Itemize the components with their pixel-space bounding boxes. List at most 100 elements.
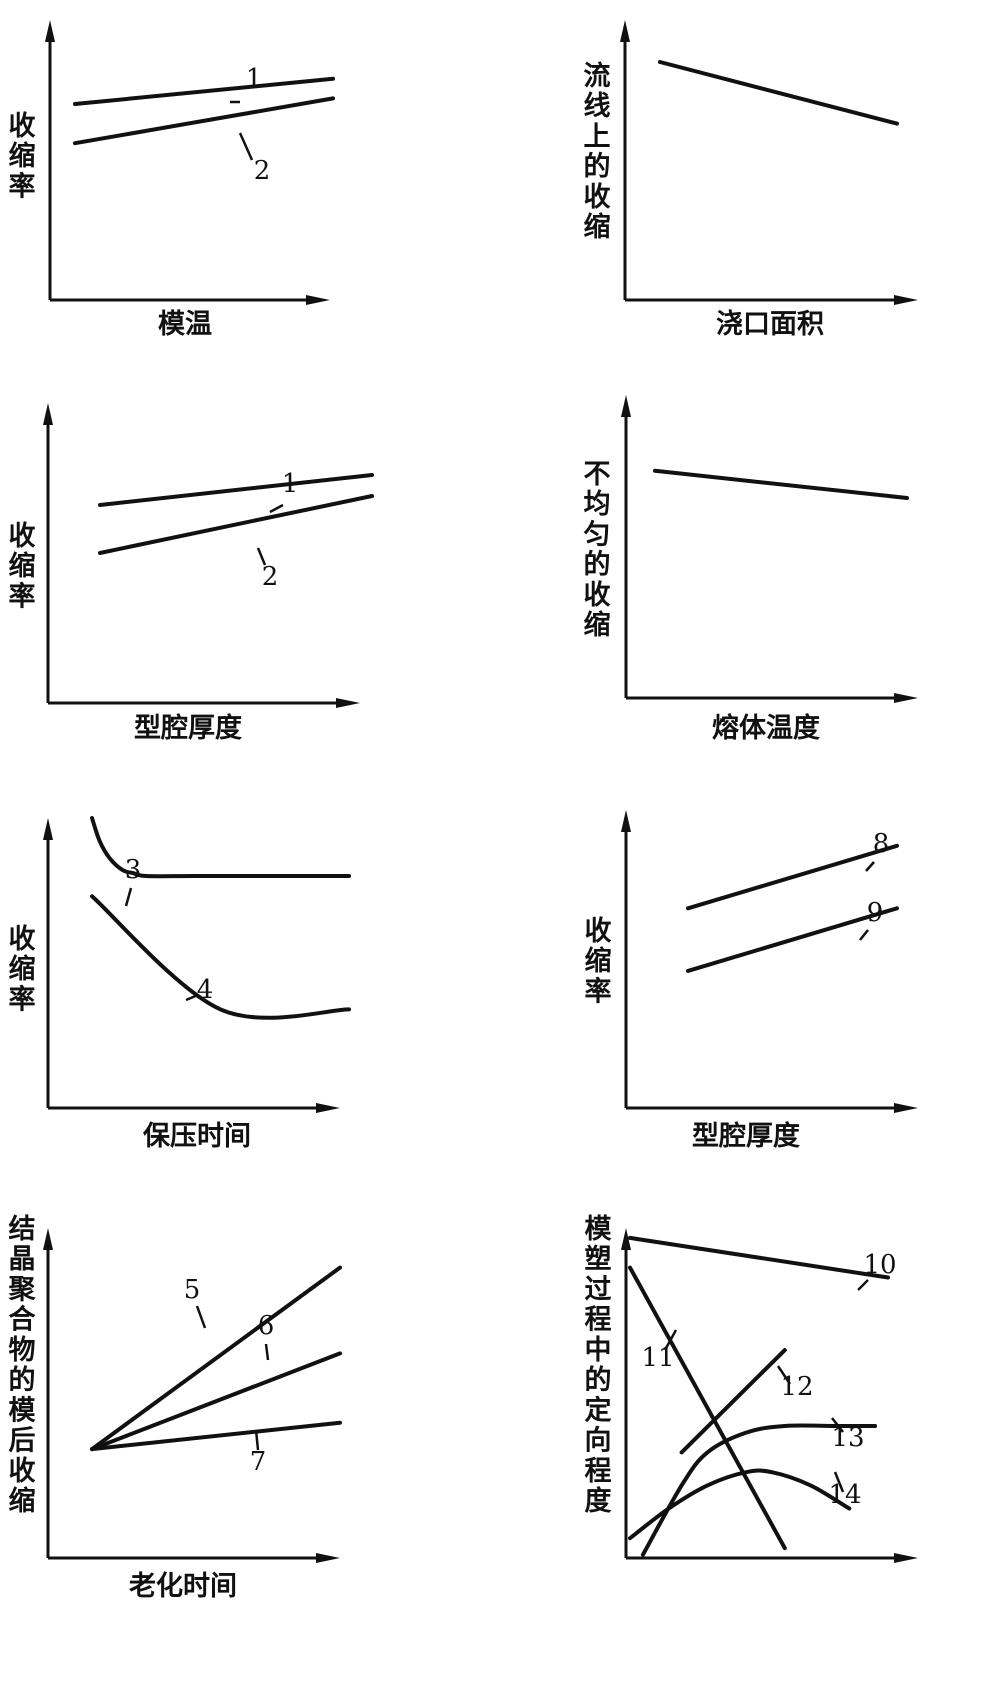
y-axis-label: 模塑过程中的定向程度 xyxy=(585,1214,612,1517)
series-line-2 xyxy=(73,96,335,146)
series-leader-line xyxy=(238,132,254,161)
y-axis-arrow-icon xyxy=(621,395,631,417)
y-axis-label-char: 缩 xyxy=(584,609,611,641)
y-axis-label-char: 程 xyxy=(585,1456,612,1487)
y-axis-arrow-icon xyxy=(43,818,53,840)
x-axis-arrow-icon xyxy=(306,295,330,305)
y-axis-label-char: 收 xyxy=(584,182,611,213)
y-axis-label-char: 的 xyxy=(584,151,611,183)
x-axis-label: 模温 xyxy=(158,309,212,340)
y-axis-label-char: 均 xyxy=(584,489,611,520)
x-axis-label: 型腔厚度 xyxy=(134,712,242,744)
series-label: 5 xyxy=(184,1275,201,1305)
y-axis-arrow-icon xyxy=(45,20,55,42)
x-axis-arrow-icon xyxy=(894,1553,918,1563)
series-label: 9 xyxy=(867,898,884,928)
series-line-14 xyxy=(628,1468,852,1541)
y-axis-arrow-icon xyxy=(43,403,53,425)
y-axis-label-char: 缩 xyxy=(9,140,36,172)
series-label: 2 xyxy=(262,562,279,592)
y-axis-label-char: 模 xyxy=(9,1395,36,1426)
y-axis-label-char: 中 xyxy=(585,1335,612,1366)
x-axis-arrow-icon xyxy=(336,698,360,708)
series-leader-line xyxy=(256,547,267,566)
series-line-5 xyxy=(90,1265,342,1452)
series-line-11 xyxy=(628,1265,787,1551)
y-axis-label-char: 的 xyxy=(584,549,611,581)
y-axis-label-char: 合 xyxy=(9,1304,36,1336)
series-leader-line xyxy=(254,1429,260,1451)
y-axis-label-char: 缩 xyxy=(584,211,611,243)
series-line-4 xyxy=(90,894,351,1020)
x-axis-label: 型腔厚度 xyxy=(692,1120,800,1152)
y-axis-label-char: 的 xyxy=(9,1364,36,1396)
series-label: 1 xyxy=(246,64,263,94)
y-axis-label-char: 上 xyxy=(584,121,611,152)
series-line-1 xyxy=(653,468,909,500)
chart-panel-5: 保压时间 收缩率 3 4 xyxy=(9,816,351,1152)
series-label: 1 xyxy=(282,469,299,499)
y-axis-label-char: 收 xyxy=(9,1456,36,1487)
series-line-12 xyxy=(679,1348,787,1455)
y-axis-label-char: 缩 xyxy=(9,953,36,985)
series-line-10 xyxy=(628,1235,890,1280)
series-line-8 xyxy=(686,843,899,911)
series-label: 3 xyxy=(125,855,142,885)
x-axis-arrow-icon xyxy=(316,1103,340,1113)
series-leader-line xyxy=(857,1279,869,1291)
y-axis-label-char: 收 xyxy=(584,580,611,611)
series-label: 14 xyxy=(828,1480,861,1510)
series-label: 2 xyxy=(254,156,271,186)
series-line-6 xyxy=(90,1351,342,1452)
series-label: 13 xyxy=(831,1423,864,1453)
series-leader-line xyxy=(663,1329,678,1351)
series-line-3 xyxy=(90,816,351,879)
series-leader-line xyxy=(831,1417,844,1433)
x-axis-label: 老化时间 xyxy=(129,1571,237,1602)
series-leader-line xyxy=(269,503,284,514)
y-axis-label-char: 过 xyxy=(585,1274,612,1305)
y-axis-label-char: 收 xyxy=(9,521,36,552)
y-axis-label-char: 塑 xyxy=(585,1244,612,1275)
y-axis-label-char: 物 xyxy=(9,1335,36,1366)
y-axis-label-char: 的 xyxy=(585,1364,612,1396)
series-label: 7 xyxy=(250,1447,267,1477)
y-axis-label-char: 晶 xyxy=(9,1244,36,1275)
chart-panel-1: 模温 收缩率 1 2 xyxy=(9,20,335,340)
chart-panel-2: 浇口面积 流线上的收缩 xyxy=(584,20,918,340)
chart-panel-3: 型腔厚度 收缩率 1 2 xyxy=(9,403,374,744)
y-axis-label-char: 收 xyxy=(585,916,612,947)
series-leader-line xyxy=(859,929,869,941)
y-axis-label: 收缩率 xyxy=(9,111,36,202)
y-axis-label-char: 度 xyxy=(585,1485,612,1517)
y-axis-label-char: 率 xyxy=(9,170,36,202)
y-axis-label: 收缩率 xyxy=(9,924,36,1015)
y-axis-label-char: 流 xyxy=(584,61,611,92)
y-axis-label: 不均匀的收缩 xyxy=(584,459,611,641)
series-line-1 xyxy=(658,60,899,126)
y-axis-label-char: 向 xyxy=(585,1425,612,1457)
series-leader-line xyxy=(185,993,199,1002)
series-leader-line xyxy=(833,1471,845,1493)
series-label: 6 xyxy=(258,1311,275,1341)
series-label: 4 xyxy=(197,975,214,1005)
y-axis-label-char: 率 xyxy=(9,983,36,1015)
y-axis-label-char: 线 xyxy=(584,91,611,122)
series-label: 11 xyxy=(641,1343,674,1373)
x-axis-arrow-icon xyxy=(894,693,918,703)
y-axis-arrow-icon xyxy=(620,20,630,42)
x-axis-label: 保压时间 xyxy=(142,1121,251,1152)
x-axis-arrow-icon xyxy=(316,1553,340,1563)
y-axis-label-char: 结 xyxy=(9,1214,36,1245)
y-axis-label-char: 模 xyxy=(585,1214,612,1245)
series-leader-line xyxy=(264,1343,270,1361)
x-axis-arrow-icon xyxy=(894,295,918,305)
x-axis-label: 浇口面积 xyxy=(716,309,824,340)
y-axis-label: 结晶聚合物的模后收缩 xyxy=(8,1214,37,1517)
series-line-2 xyxy=(98,494,374,555)
y-axis-label-char: 收 xyxy=(9,924,36,955)
x-axis-label: 熔体温度 xyxy=(712,712,820,744)
y-axis-label-char: 收 xyxy=(9,111,36,142)
y-axis-label-char: 缩 xyxy=(9,550,36,582)
